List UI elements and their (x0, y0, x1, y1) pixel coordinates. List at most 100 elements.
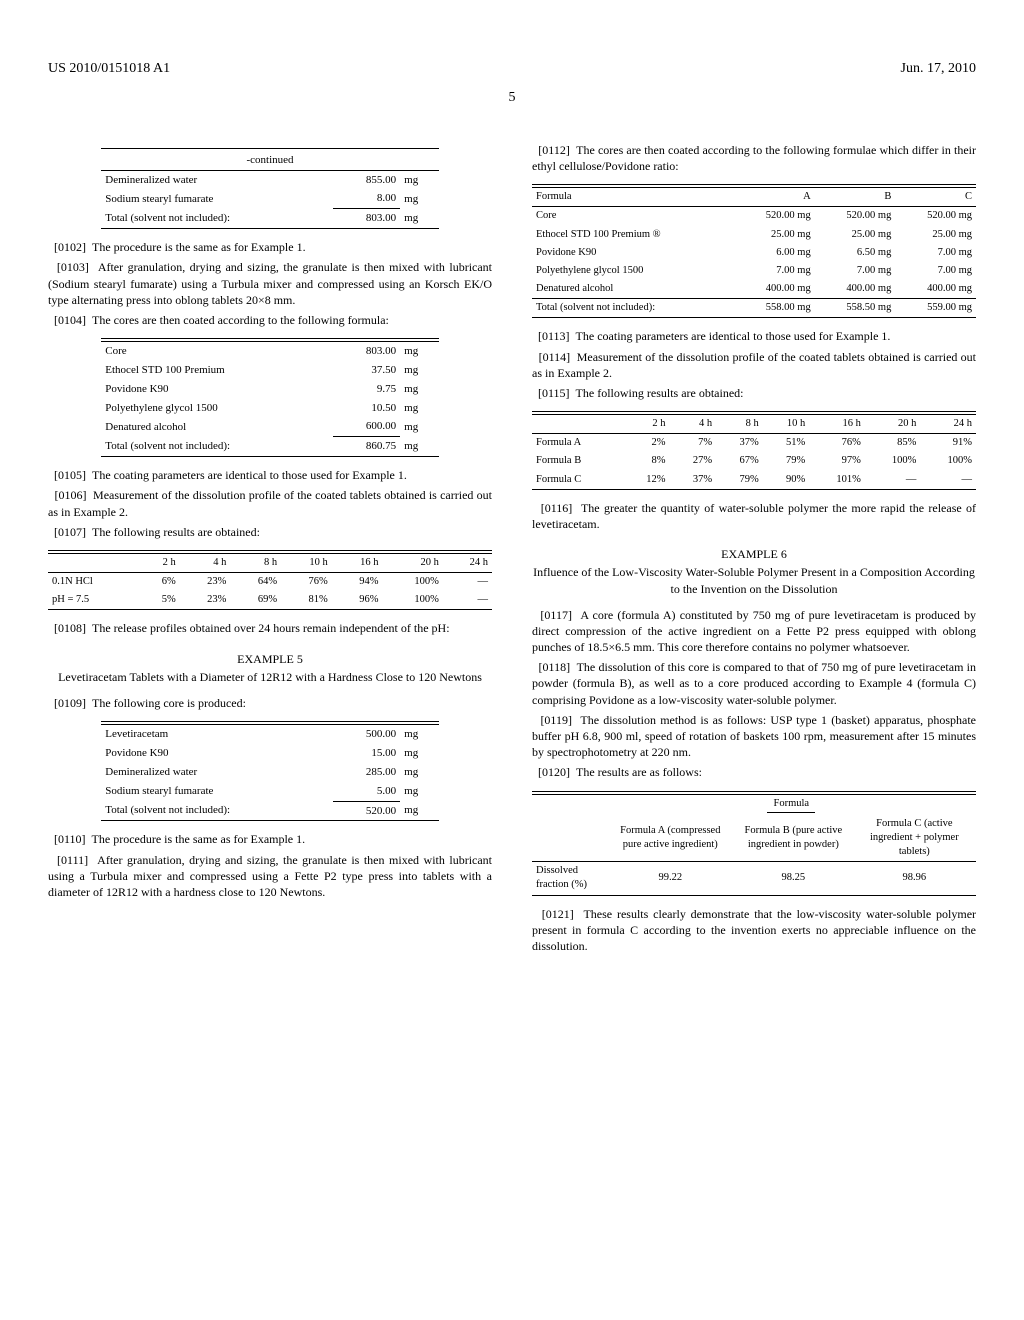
col-head: 4 h (670, 415, 717, 434)
publication-date: Jun. 17, 2010 (901, 60, 976, 79)
row-label: Formula B (532, 452, 623, 470)
para-text: The following core is produced: (92, 696, 246, 710)
paragraph: [0120] The results are as follows: (532, 764, 976, 780)
col-head: Formula (532, 188, 734, 207)
cell: mg (400, 380, 439, 399)
cell: 100% (382, 591, 442, 610)
cell: mg (400, 170, 439, 189)
row-label: Formula A (532, 434, 623, 453)
cell: 81% (281, 591, 332, 610)
para-text: Measurement of the dissolution profile o… (48, 488, 492, 518)
paragraph: [0103] After granulation, drying and siz… (48, 259, 492, 308)
para-text: These results clearly demonstrate that t… (532, 907, 976, 953)
total-val: 860.75 (333, 437, 400, 457)
col-head: 8 h (716, 415, 763, 434)
para-text: The results are as follows: (576, 765, 702, 779)
row-label: pH = 7.5 (48, 591, 139, 610)
cell: 6.50 mg (815, 244, 896, 262)
group-head: Formula (767, 797, 815, 813)
para-text: The cores are then coated according to t… (92, 313, 389, 327)
col-head: A (734, 188, 815, 207)
cell: mg (400, 189, 439, 208)
col-head: 24 h (920, 415, 976, 434)
cell: — (443, 573, 492, 592)
cell: 97% (809, 452, 865, 470)
sub-head: Formula C (active ingredient + polymer t… (853, 815, 976, 862)
para-num: [0114] (539, 350, 571, 364)
para-num: [0113] (538, 329, 570, 343)
col-head: 2 h (139, 553, 180, 572)
table-core: Levetiracetam500.00mg Povidone K9015.00m… (101, 721, 438, 821)
cell: 400.00 mg (815, 280, 896, 299)
paragraph: [0109] The following core is produced: (48, 695, 492, 711)
right-column: [0112] The cores are then coated accordi… (532, 138, 976, 958)
cell: Sodium stearyl fumarate (101, 189, 333, 208)
cell: mg (400, 744, 439, 763)
para-text: The procedure is the same as for Example… (92, 240, 306, 254)
paragraph: [0113] The coating parameters are identi… (532, 328, 976, 344)
cell: 558.00 mg (734, 299, 815, 318)
row-label: Formula C (532, 471, 623, 490)
cell: mg (400, 763, 439, 782)
table-title: -continued (101, 148, 438, 170)
cell: 91% (920, 434, 976, 453)
cell: 51% (763, 434, 810, 453)
paragraph: [0117] A core (formula A) constituted by… (532, 607, 976, 656)
col-head: 20 h (382, 553, 442, 572)
example-subtitle: Levetiracetam Tablets with a Diameter of… (48, 669, 492, 685)
cell: 85% (865, 434, 921, 453)
cell: mg (400, 725, 439, 744)
para-num: [0111] (57, 853, 88, 867)
para-text: The following results are obtained: (576, 386, 744, 400)
cell: 27% (670, 452, 717, 470)
paragraph: [0107] The following results are obtaine… (48, 524, 492, 540)
table-dissolution-2: 2 h 4 h 8 h 10 h 16 h 20 h 24 h Formula … (532, 411, 976, 490)
cell: 400.00 mg (734, 280, 815, 299)
example-title: EXAMPLE 6 (532, 546, 976, 562)
col-head (48, 553, 139, 572)
total-unit: mg (400, 209, 439, 229)
col-head: B (815, 188, 896, 207)
table-formula-abc: Formula A B C Core520.00 mg520.00 mg520.… (532, 184, 976, 318)
col-head: 16 h (809, 415, 865, 434)
table-continued: -continued Demineralized water855.00mg S… (101, 148, 438, 229)
table-dissolution-1: 2 h 4 h 8 h 10 h 16 h 20 h 24 h 0.1N HCl… (48, 550, 492, 611)
para-num: [0102] (54, 240, 86, 254)
para-num: [0105] (54, 468, 86, 482)
example-title: EXAMPLE 5 (48, 651, 492, 667)
para-num: [0112] (538, 143, 570, 157)
cell: 600.00 (333, 417, 400, 436)
cell: 8.00 (333, 189, 400, 208)
para-text: The release profiles obtained over 24 ho… (92, 621, 450, 635)
cell: 7.00 mg (815, 262, 896, 280)
para-text: After granulation, drying and sizing, th… (48, 260, 492, 306)
col-head (532, 415, 623, 434)
para-text: A core (formula A) constituted by 750 mg… (532, 608, 976, 654)
cell: — (865, 471, 921, 490)
cell: 98.96 (853, 862, 976, 895)
total-label: Total (solvent not included): (101, 437, 333, 457)
cell: mg (400, 417, 439, 436)
cell: 37.50 (333, 361, 400, 380)
para-num: [0121] (542, 907, 574, 921)
paragraph: [0119] The dissolution method is as foll… (532, 712, 976, 761)
para-num: [0118] (539, 660, 571, 674)
paragraph: [0110] The procedure is the same as for … (48, 831, 492, 847)
sub-head: Formula A (compressed pure active ingred… (607, 815, 734, 862)
cell: 23% (180, 573, 231, 592)
cell: 803.00 (333, 342, 400, 361)
cell: 100% (382, 573, 442, 592)
cell: Povidone K90 (532, 244, 734, 262)
col-head: 2 h (623, 415, 670, 434)
paragraph: [0105] The coating parameters are identi… (48, 467, 492, 483)
cell: 99.22 (607, 862, 734, 895)
cell: 285.00 (333, 763, 400, 782)
paragraph: [0118] The dissolution of this core is c… (532, 659, 976, 708)
cell: 500.00 (333, 725, 400, 744)
para-text: Measurement of the dissolution profile o… (532, 350, 976, 380)
para-text: The procedure is the same as for Example… (92, 832, 306, 846)
col-head: 8 h (230, 553, 281, 572)
para-text: The coating parameters are identical to … (92, 468, 407, 482)
paragraph: [0121] These results clearly demonstrate… (532, 906, 976, 955)
cell: 90% (763, 471, 810, 490)
